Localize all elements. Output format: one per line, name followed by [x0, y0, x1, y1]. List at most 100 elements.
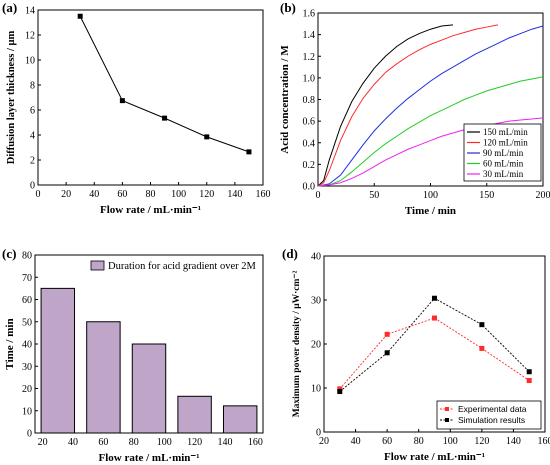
data-point — [246, 149, 252, 155]
x-tick-label: 160 — [248, 437, 263, 448]
bar — [222, 405, 258, 434]
y-tick-label: 20 — [311, 340, 321, 351]
y-tick-label: 1.6 — [303, 9, 316, 20]
panel-d: 20 40 60 80 100 120 140 160 0 10 20 30 40 Flow rate /… — [282, 246, 550, 463]
plot-frame — [37, 9, 264, 186]
y-tick-label: 0.8 — [303, 95, 316, 106]
y-tick-label: 1.0 — [303, 73, 316, 84]
panel-c: 20 40 60 80 100 120 140 160 0 10 20 30 40 50 60 70 80 Flo… — [2, 246, 264, 464]
data-point — [479, 345, 485, 351]
x-tick-label: 80 — [129, 437, 139, 448]
x-tick-label: 60 — [117, 189, 127, 200]
bar — [131, 343, 167, 434]
x-tick-label: 20 — [319, 436, 329, 447]
x-tick-label: 120 — [474, 436, 489, 447]
panel-label: (c) — [2, 246, 16, 261]
y-tick-label: 10 — [311, 384, 321, 395]
legend-box — [436, 400, 542, 430]
y-tick-label: 20 — [22, 384, 32, 395]
y-tick-label: 8 — [30, 81, 35, 92]
y-axis-title: Time / min — [4, 318, 16, 369]
data-point — [432, 295, 437, 301]
series-line-1 — [339, 297, 530, 392]
legend-swatch-marker — [445, 407, 449, 411]
y-tick-label: 1.4 — [303, 30, 316, 41]
x-tick-label: 40 — [89, 189, 99, 200]
legend-label: 90 mL/min — [483, 148, 524, 158]
x-tick-label: 160 — [256, 189, 271, 200]
panel-label: (a) — [2, 0, 17, 15]
x-tick-label: 100 — [423, 190, 438, 201]
x-axis-title: Time / min — [405, 205, 456, 217]
legend-swatch-marker — [445, 418, 449, 422]
series-line-4 — [317, 117, 544, 187]
series-line-1 — [317, 24, 499, 187]
x-tick-label: 40 — [68, 437, 78, 448]
data-point — [384, 331, 390, 337]
x-tick-label: 60 — [382, 436, 392, 447]
legend-label: Duration for acid gradient over 2M — [108, 261, 256, 272]
series-line-2 — [317, 25, 544, 187]
x-tick-label: 80 — [146, 189, 156, 200]
x-tick-label: 140 — [227, 189, 242, 200]
x-tick-label: 150 — [479, 190, 494, 201]
y-tick-label: 40 — [22, 340, 32, 351]
x-tick-label: 0 — [316, 190, 321, 201]
x-tick-label: 100 — [171, 189, 186, 200]
y-tick-label: 30 — [22, 362, 32, 373]
x-tick-label: 0 — [36, 189, 41, 200]
y-tick-label: 10 — [22, 406, 32, 417]
y-tick-label: 0 — [316, 428, 321, 439]
y-tick-label: 6 — [30, 106, 35, 117]
data-point — [337, 386, 343, 392]
x-tick-label: 20 — [38, 437, 48, 448]
data-point — [77, 13, 83, 19]
x-tick-label: 200 — [536, 190, 550, 201]
x-tick-label: 80 — [414, 436, 424, 447]
y-tick-label: 4 — [30, 131, 35, 142]
x-tick-label: 20 — [61, 189, 71, 200]
y-tick-label: 0.4 — [303, 138, 316, 149]
y-tick-label: 10 — [25, 56, 35, 67]
series-line-0 — [339, 317, 530, 390]
y-tick-label: 70 — [22, 273, 32, 284]
y-tick-label: 0.6 — [303, 117, 316, 128]
data-point — [204, 134, 210, 140]
legend-label: 30 mL/min — [483, 169, 524, 179]
data-point — [479, 322, 485, 328]
legend-label: 60 mL/min — [483, 159, 524, 169]
data-point — [526, 378, 532, 384]
x-tick-label: 160 — [538, 436, 550, 447]
legend-label: Simulation results — [458, 415, 525, 425]
panel-b: 0 50 100 150 200 0.0 0.2 0.4 0.6 0.8 1.0 1.2 1.4 1.6 T… — [279, 0, 550, 217]
x-axis-title: Flow rate / mL·min⁻¹ — [100, 204, 201, 216]
y-tick-label: 80 — [22, 251, 32, 262]
x-tick-label: 50 — [369, 190, 379, 201]
y-tick-label: 2 — [30, 156, 35, 167]
legend-label: Experimental data — [458, 404, 527, 414]
panel-a: 0 20 40 60 80 100 120 140 160 0 2 4 6 8 10 12 14 Flow rat… — [2, 0, 271, 216]
bar — [86, 321, 121, 434]
x-tick-label: 60 — [98, 437, 108, 448]
panel-label: (d) — [282, 246, 298, 261]
data-point — [384, 350, 390, 356]
x-axis-title: Flow rate / mL·min⁻¹ — [384, 451, 485, 463]
x-tick-label: 140 — [506, 436, 521, 447]
y-tick-label: 14 — [25, 6, 35, 17]
legend-label: 150 mL/min — [483, 127, 528, 137]
x-tick-label: 100 — [443, 436, 458, 447]
panel-label: (b) — [280, 0, 296, 15]
x-tick-label: 140 — [218, 437, 233, 448]
y-tick-label: 30 — [311, 296, 321, 307]
y-tick-label: 50 — [22, 317, 32, 328]
series-line-3 — [317, 76, 544, 187]
y-tick-label: 60 — [22, 295, 32, 306]
x-tick-label: 120 — [187, 437, 202, 448]
x-tick-label: 100 — [157, 437, 172, 448]
bar — [177, 395, 212, 434]
y-tick-label: 0.2 — [303, 160, 316, 171]
series-line — [79, 16, 250, 153]
x-tick-label: 40 — [351, 436, 361, 447]
y-axis-title: Maximum power density / μW·cm⁻² — [292, 271, 302, 418]
